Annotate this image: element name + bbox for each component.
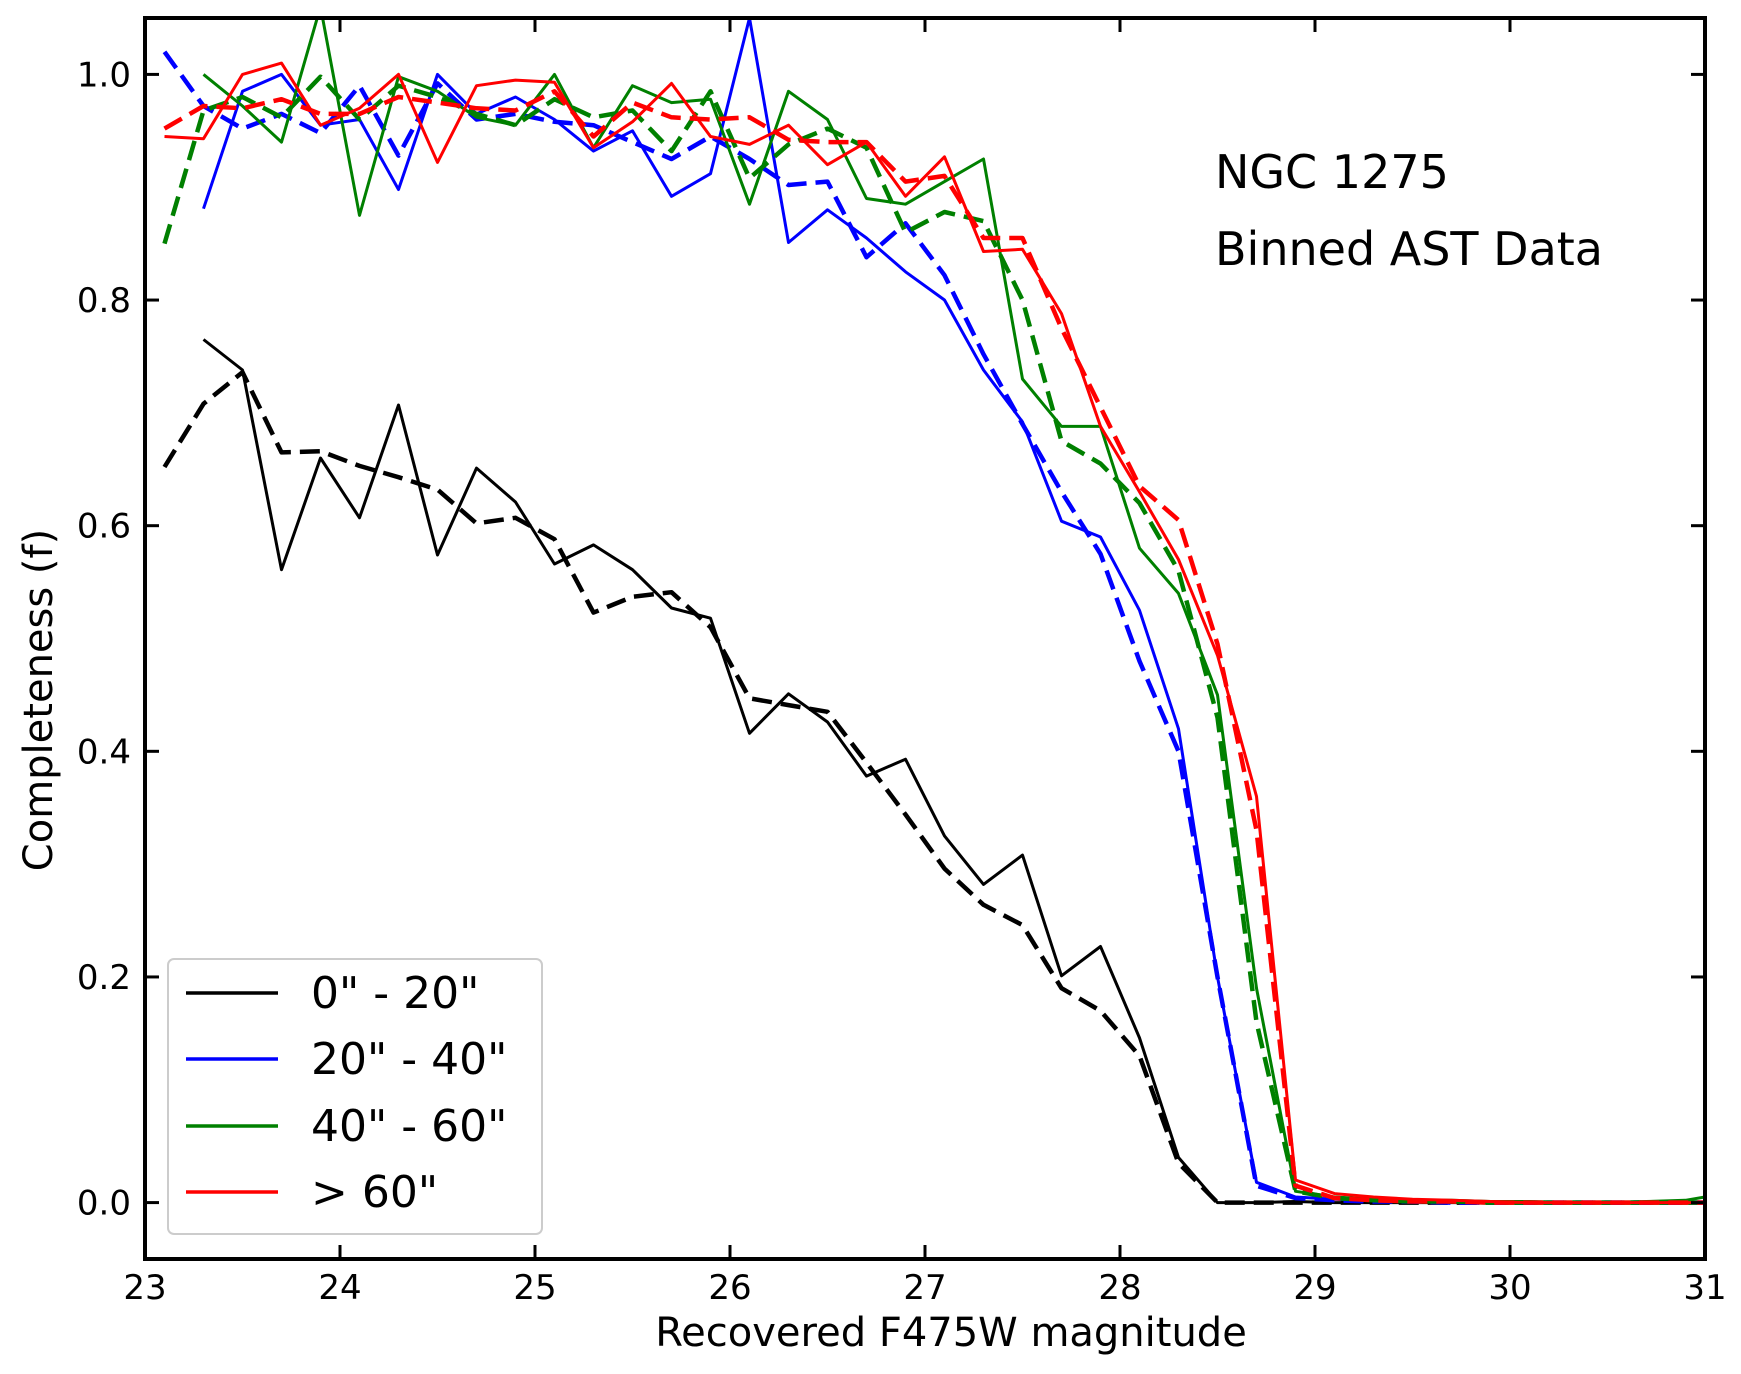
legend-frame <box>167 958 543 1235</box>
legend-label-3: > 60" <box>311 1167 438 1218</box>
series-line-6-solid <box>164 61 1705 1205</box>
y-tick-label-0: 0.0 <box>77 1184 131 1224</box>
series-line-7-dashed <box>163 89 1705 1205</box>
x-tick-label-8: 31 <box>1683 1268 1726 1308</box>
x-tick-label-7: 30 <box>1488 1268 1531 1308</box>
legend: 0" - 20" 20" - 40" 40" - 60" > 60" <box>167 958 543 1235</box>
y-tick-label-1: 0.2 <box>77 958 131 998</box>
y-tick-label-2: 0.4 <box>77 732 131 772</box>
annotation-galaxy-name: NGC 1275 <box>1215 145 1449 199</box>
y-tick-label-4: 0.8 <box>77 281 131 321</box>
legend-label-2: 40" - 60" <box>311 1101 507 1152</box>
axes-layer: 23 24 25 26 27 28 29 30 31 0.0 0.2 0.4 0.6 0.8 1.0 <box>77 16 1727 1308</box>
x-tick-label-4: 27 <box>903 1268 946 1308</box>
x-tick-label-3: 26 <box>708 1268 751 1308</box>
y-tick-label-3: 0.6 <box>77 507 131 547</box>
y-tick-label-5: 1.0 <box>77 55 131 95</box>
x-tick-label-2: 25 <box>513 1268 556 1308</box>
y-axis-label: Completeness (f) <box>16 529 62 871</box>
x-tick-label-0: 23 <box>123 1268 166 1308</box>
x-tick-label-5: 28 <box>1098 1268 1141 1308</box>
legend-label-1: 20" - 40" <box>311 1034 507 1085</box>
x-axis-label: Recovered F475W magnitude <box>655 1310 1247 1356</box>
series-layer <box>162 18 1705 1205</box>
legend-label-0: 0" - 20" <box>311 968 479 1019</box>
x-tick-label-1: 24 <box>318 1268 361 1308</box>
x-tick-label-6: 29 <box>1293 1268 1336 1308</box>
annotation-data-type: Binned AST Data <box>1215 222 1603 276</box>
